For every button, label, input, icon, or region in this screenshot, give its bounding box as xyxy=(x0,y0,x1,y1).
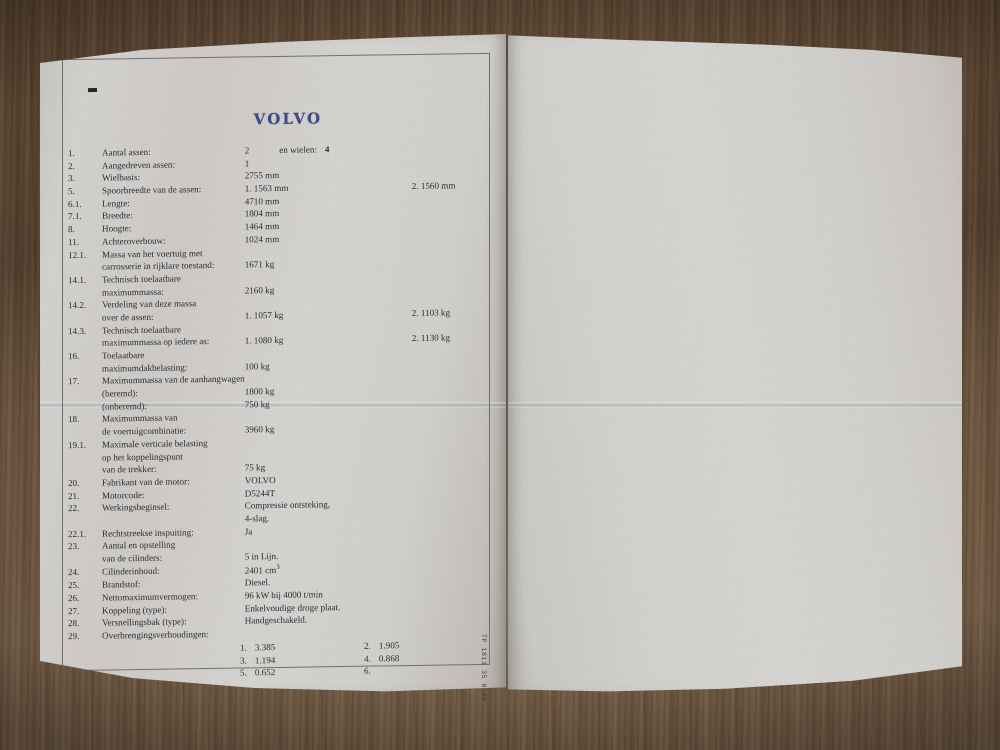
row-value-secondary xyxy=(412,547,488,561)
spec-table-left: 1. Aantal assen: 2 en wielen: 4 2. Aangedreven… xyxy=(68,141,488,643)
row-value-secondary xyxy=(412,242,488,256)
row-value-secondary xyxy=(412,280,488,294)
row-number: 3. xyxy=(68,173,75,184)
row-value-secondary xyxy=(412,344,488,358)
row-value-secondary xyxy=(412,192,488,206)
row-number xyxy=(68,464,102,477)
row-value-secondary xyxy=(412,509,488,523)
row-number: 25. xyxy=(68,580,80,591)
row-value-secondary: 2. 1103 kg xyxy=(411,307,451,318)
row-value-secondary xyxy=(412,217,488,231)
row-value-secondary xyxy=(412,433,488,447)
row-value xyxy=(245,625,412,640)
fold-crease-right xyxy=(508,402,962,409)
row-value-secondary xyxy=(412,458,488,472)
row-value-secondary xyxy=(412,599,488,613)
row-value-secondary xyxy=(412,154,488,168)
gear-ratio-table: 1. 3.385 2. 1.905 3. 1.194 4. 0.868 5. 0.652 6. xyxy=(68,638,488,682)
row-value-secondary xyxy=(412,471,488,485)
row-number xyxy=(68,426,102,439)
row-value-secondary xyxy=(412,624,488,638)
row-number: 18. xyxy=(68,414,80,425)
row-value-secondary xyxy=(412,496,488,510)
row-number: 19.1. xyxy=(68,439,87,450)
row-number: 12.1. xyxy=(68,249,87,260)
row-value-secondary xyxy=(412,420,488,434)
row-number: 8. xyxy=(68,224,75,235)
row-number: 28. xyxy=(68,618,80,629)
booklet-right-page: VOLVO 30.Eindoverbrengingsverhouding:3.7… xyxy=(508,35,962,692)
row-number: 20. xyxy=(68,477,80,488)
row-number: 21. xyxy=(68,490,80,501)
document-reference-code: TP 1811 35 0200 xyxy=(480,634,487,702)
row-number: 22.1. xyxy=(68,528,87,539)
row-value-secondary: 2. 1130 kg xyxy=(411,332,451,344)
row-number xyxy=(68,388,102,401)
row-value-secondary xyxy=(412,268,488,282)
row-number: 14.3. xyxy=(68,325,87,336)
row-number: 7.1. xyxy=(68,211,82,222)
row-number: 1. xyxy=(68,148,75,159)
row-value-secondary xyxy=(412,611,488,625)
row-number xyxy=(68,362,102,375)
row-value-secondary xyxy=(412,560,488,575)
row-number: 16. xyxy=(68,350,80,362)
booklet-left-page: VOLVO 1. Aantal assen: 2 en wielen: 4 2. Aange… xyxy=(40,34,506,692)
row-number: 27. xyxy=(68,605,80,616)
gear-ratio-right: 6. xyxy=(364,665,371,676)
row-value-secondary xyxy=(412,445,488,459)
gear-spacer xyxy=(68,656,102,669)
row-value-secondary xyxy=(412,483,488,497)
gear-spacer xyxy=(68,643,102,656)
row-number: 29. xyxy=(68,631,80,642)
row-value-secondary xyxy=(412,382,488,396)
row-label: Overbrengingsverhoudingen: xyxy=(102,629,209,641)
row-number xyxy=(68,553,102,566)
row-value-secondary: 2. 1560 mm xyxy=(411,180,456,192)
row-value-secondary xyxy=(412,534,488,548)
row-number xyxy=(68,451,102,464)
row-value-secondary xyxy=(412,166,488,180)
row-number xyxy=(68,312,102,325)
row-number: 24. xyxy=(68,566,80,577)
row-number xyxy=(68,286,102,299)
row-number: 17. xyxy=(68,376,80,387)
row-value-secondary xyxy=(412,230,488,244)
row-number: 26. xyxy=(68,593,80,604)
row-value-secondary xyxy=(412,522,488,536)
row-value-secondary xyxy=(412,586,488,600)
row-value-secondary xyxy=(412,357,488,371)
row-value-secondary xyxy=(412,369,488,383)
row-number: 14.1. xyxy=(68,274,87,285)
row-value-secondary xyxy=(412,319,488,333)
row-number xyxy=(68,261,102,274)
row-number: 6.1. xyxy=(68,198,82,209)
gear-spacer xyxy=(68,669,102,682)
paper-grain-right xyxy=(508,35,962,692)
gear-ratio-left: 5. 0.652 xyxy=(240,667,276,678)
row-number: 11. xyxy=(68,236,80,247)
row-number: 14.2. xyxy=(68,300,87,311)
row-value-secondary xyxy=(412,141,488,155)
row-value-secondary xyxy=(412,407,488,421)
row-value-secondary xyxy=(412,204,488,218)
volvo-coc-booklet: VOLVO 1. Aantal assen: 2 en wielen: 4 2. Aange… xyxy=(40,34,962,702)
row-number: 23. xyxy=(68,541,80,552)
row-number xyxy=(68,515,102,528)
row-value-secondary xyxy=(412,573,488,587)
row-value-secondary xyxy=(412,293,488,307)
row-number xyxy=(68,400,102,413)
row-number: 2. xyxy=(68,160,75,171)
volvo-wordmark-left: VOLVO xyxy=(253,109,323,129)
gear-spacer xyxy=(102,667,240,682)
row-value-secondary xyxy=(412,395,488,409)
left-page-content: VOLVO 1. Aantal assen: 2 en wielen: 4 2. Aange… xyxy=(68,61,488,682)
row-value-secondary xyxy=(412,255,488,269)
row-number: 22. xyxy=(68,503,80,514)
row-number: 5. xyxy=(68,186,75,197)
row-number xyxy=(68,337,102,350)
